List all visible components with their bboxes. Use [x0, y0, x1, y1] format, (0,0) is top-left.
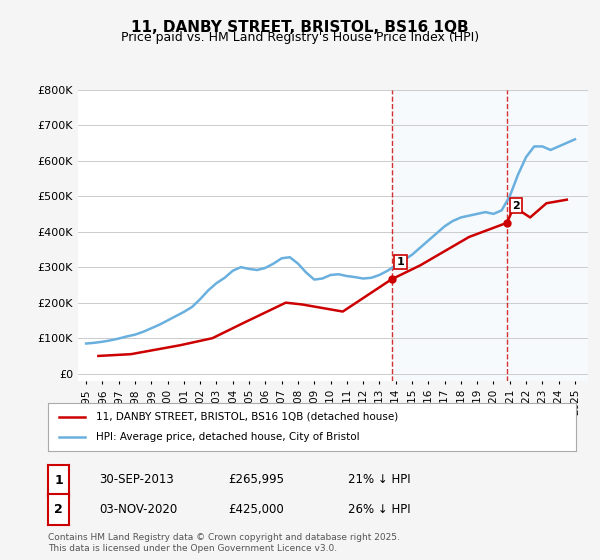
Text: 11, DANBY STREET, BRISTOL, BS16 1QB: 11, DANBY STREET, BRISTOL, BS16 1QB: [131, 20, 469, 35]
Text: £265,995: £265,995: [228, 473, 284, 487]
Text: 03-NOV-2020: 03-NOV-2020: [99, 503, 177, 516]
Text: £425,000: £425,000: [228, 503, 284, 516]
Text: 11, DANBY STREET, BRISTOL, BS16 1QB (detached house): 11, DANBY STREET, BRISTOL, BS16 1QB (det…: [95, 412, 398, 422]
Text: 1: 1: [54, 474, 63, 487]
Text: Price paid vs. HM Land Registry's House Price Index (HPI): Price paid vs. HM Land Registry's House …: [121, 31, 479, 44]
Text: HPI: Average price, detached house, City of Bristol: HPI: Average price, detached house, City…: [95, 432, 359, 442]
Text: 26% ↓ HPI: 26% ↓ HPI: [348, 503, 410, 516]
Text: 1: 1: [397, 257, 404, 267]
Text: 21% ↓ HPI: 21% ↓ HPI: [348, 473, 410, 487]
Text: 2: 2: [54, 503, 63, 516]
Text: 2: 2: [512, 200, 520, 211]
Text: 30-SEP-2013: 30-SEP-2013: [99, 473, 174, 487]
Text: Contains HM Land Registry data © Crown copyright and database right 2025.
This d: Contains HM Land Registry data © Crown c…: [48, 534, 400, 553]
Bar: [392, 90, 591, 381]
